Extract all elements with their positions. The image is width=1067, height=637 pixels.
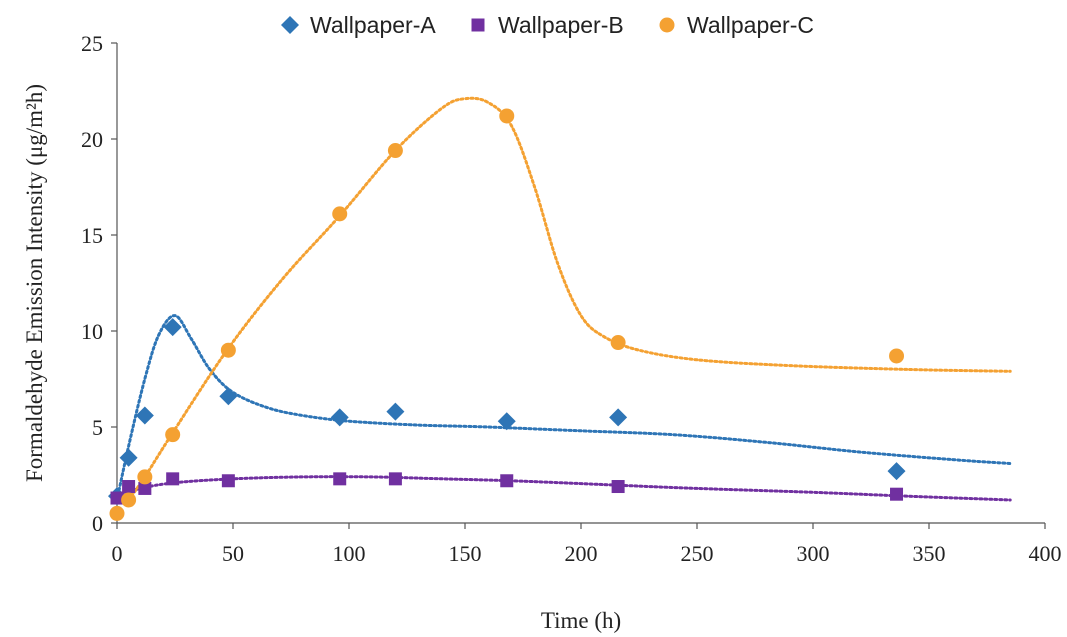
- data-points: [108, 108, 906, 521]
- y-tick-label: 15: [81, 223, 103, 248]
- legend-marker-wallpaper-a: [281, 16, 299, 34]
- x-tick-label: 200: [565, 541, 598, 566]
- legend-label: Wallpaper-A: [310, 12, 436, 38]
- data-point-wallpaper-b: [333, 472, 347, 486]
- legend-marker-wallpaper-c: [659, 17, 675, 33]
- data-point-wallpaper-a: [330, 408, 349, 427]
- data-point-wallpaper-c: [332, 206, 348, 222]
- x-tick-label: 350: [913, 541, 946, 566]
- data-point-wallpaper-b: [122, 480, 136, 494]
- trendline-wallpaper-b: [115, 475, 1012, 502]
- data-point-wallpaper-b: [221, 474, 235, 488]
- y-tick-label: 5: [92, 415, 103, 440]
- data-point-wallpaper-c: [220, 342, 236, 358]
- x-tick-label: 50: [222, 541, 244, 566]
- data-point-wallpaper-a: [135, 406, 154, 425]
- data-point-wallpaper-c: [137, 469, 153, 485]
- trendline-wallpaper-c: [127, 96, 1012, 502]
- data-point-wallpaper-a: [887, 462, 906, 481]
- data-point-wallpaper-c: [889, 348, 905, 364]
- x-tick-label: 0: [112, 541, 123, 566]
- y-axis-title: Formaldehyde Emission Intensity (μg/m²h): [22, 84, 47, 482]
- data-point-wallpaper-c: [109, 505, 125, 521]
- data-point-wallpaper-a: [119, 448, 138, 467]
- data-point-wallpaper-b: [890, 487, 904, 501]
- data-point-wallpaper-a: [219, 387, 238, 406]
- data-point-wallpaper-b: [500, 474, 514, 488]
- data-point-wallpaper-a: [163, 318, 182, 337]
- data-point-wallpaper-c: [499, 108, 515, 124]
- x-tick-label: 250: [681, 541, 714, 566]
- y-tick-label: 10: [81, 319, 103, 344]
- data-point-wallpaper-c: [387, 143, 403, 159]
- trendlines: [115, 96, 1012, 502]
- trendline-wallpaper-a: [115, 314, 1012, 502]
- data-point-wallpaper-b: [166, 472, 180, 486]
- legend: Wallpaper-A Wallpaper-B Wallpaper-C: [281, 12, 814, 38]
- data-point-wallpaper-b: [388, 472, 402, 486]
- x-tick-label: 150: [449, 541, 482, 566]
- x-tick-label: 300: [797, 541, 830, 566]
- legend-label: Wallpaper-B: [498, 12, 624, 38]
- legend-label: Wallpaper-C: [687, 12, 814, 38]
- x-tick-label: 400: [1029, 541, 1062, 566]
- data-point-wallpaper-c: [121, 492, 137, 508]
- legend-marker-wallpaper-b: [471, 18, 485, 32]
- x-axis-title: Time (h): [541, 608, 621, 633]
- data-point-wallpaper-a: [497, 412, 516, 431]
- y-tick-label: 0: [92, 511, 103, 536]
- x-tick-label: 100: [333, 541, 366, 566]
- data-point-wallpaper-c: [165, 427, 181, 443]
- data-point-wallpaper-b: [611, 480, 625, 494]
- y-tick-label: 25: [81, 31, 103, 56]
- data-point-wallpaper-c: [610, 335, 626, 351]
- data-point-wallpaper-a: [609, 408, 628, 427]
- y-tick-label: 20: [81, 127, 103, 152]
- data-point-wallpaper-a: [386, 402, 405, 421]
- data-point-wallpaper-b: [110, 491, 124, 505]
- data-point-wallpaper-b: [138, 481, 152, 495]
